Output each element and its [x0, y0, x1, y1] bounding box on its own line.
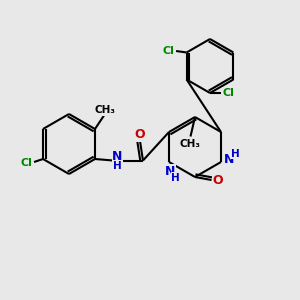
Text: Cl: Cl — [163, 46, 175, 56]
Text: CH₃: CH₃ — [180, 139, 201, 149]
Text: O: O — [135, 128, 145, 141]
Text: O: O — [213, 173, 224, 187]
Text: Cl: Cl — [21, 158, 32, 169]
Text: H: H — [231, 148, 240, 159]
Text: H: H — [171, 172, 180, 183]
Text: N: N — [224, 152, 235, 166]
Text: N: N — [165, 165, 176, 178]
Text: CH₃: CH₃ — [94, 105, 115, 115]
Text: H: H — [113, 161, 122, 171]
Text: N: N — [112, 150, 123, 164]
Text: Cl: Cl — [222, 88, 234, 98]
